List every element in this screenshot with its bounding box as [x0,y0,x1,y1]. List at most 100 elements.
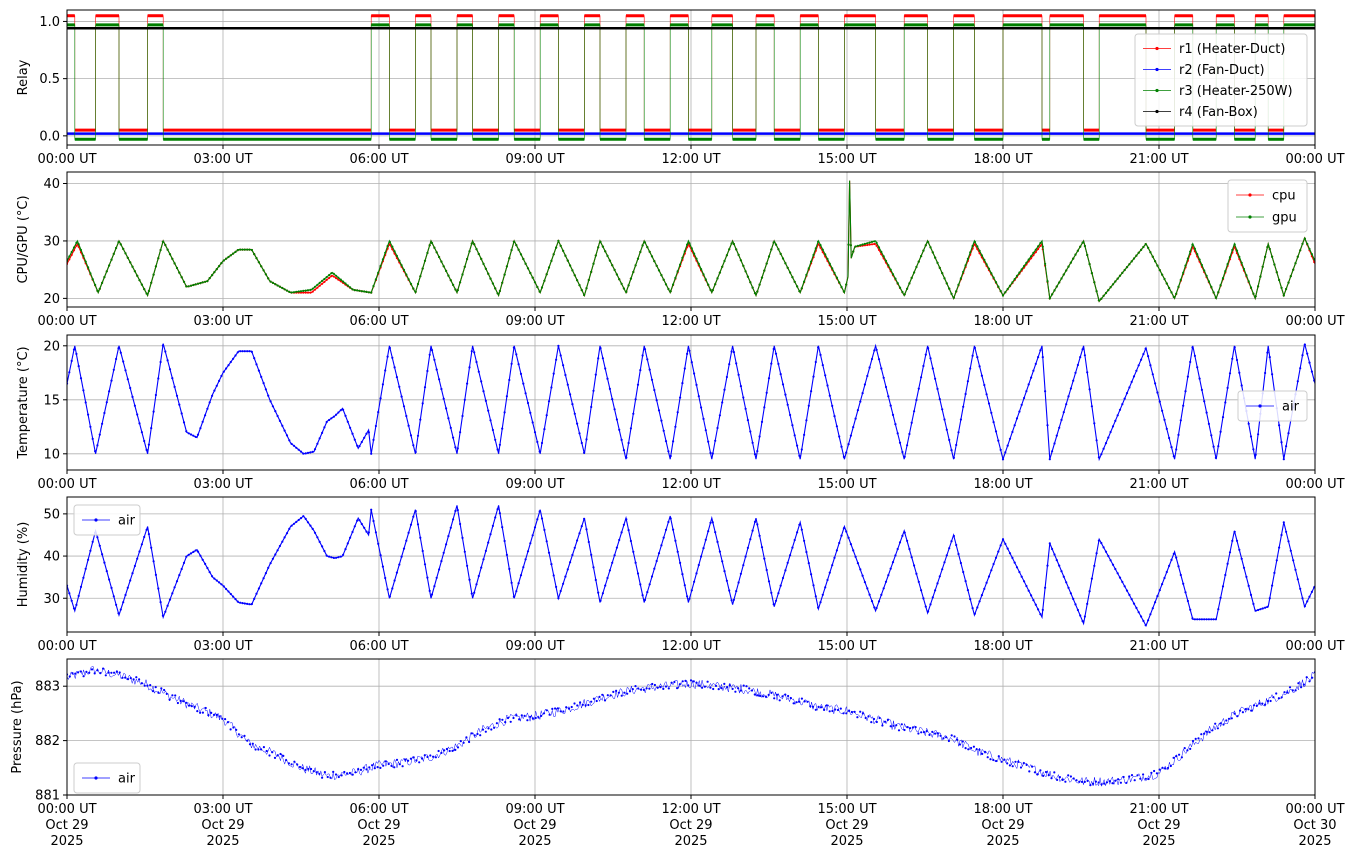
data-point [950,449,953,452]
data-point [758,283,761,286]
data-point [579,701,582,704]
data-point [99,672,102,675]
data-point [199,554,202,557]
data-point [1170,291,1173,294]
data-point [192,434,195,437]
data-point [103,561,106,564]
data-point [297,290,300,293]
data-point [840,445,843,448]
data-point [1203,400,1206,403]
data-point [1154,382,1157,385]
data-point [1097,781,1100,784]
data-point [1061,778,1064,782]
data-point [1004,291,1007,294]
data-point [1203,618,1206,621]
data-point [360,440,363,444]
x-date-label: Oct 29 [1137,818,1180,833]
data-point [1109,286,1112,289]
data-point [147,443,150,446]
data-point [1000,760,1003,763]
data-point [515,353,518,356]
data-point [892,724,895,727]
data-point [927,610,930,613]
data-point [391,587,394,590]
data-point [145,448,148,451]
data-point [1280,533,1283,537]
data-point [686,243,689,246]
data-point [1088,590,1091,593]
data-point [283,536,286,539]
data-point [108,264,111,267]
data-point [1048,458,1051,461]
data-point [650,255,654,258]
y-tick-label: 1.0 [39,15,60,30]
data-point [1155,772,1158,775]
data-point [1111,283,1115,286]
data-point [250,602,253,606]
data-point [1036,773,1039,776]
y-tick-label: 10 [43,447,60,462]
data-point [267,277,270,280]
data-point [1144,624,1147,627]
data-point [131,395,134,398]
data-point [1065,581,1068,584]
data-point [414,290,417,293]
data-point [941,408,944,411]
data-point [639,583,642,586]
data-point [700,406,703,409]
data-point [388,243,391,246]
data-point [374,531,377,534]
data-point [1198,258,1201,261]
x-tick-label: 21:00 UT [1129,477,1188,492]
data-point [512,716,515,720]
data-point [543,428,546,431]
data-point [248,248,251,251]
data-point [171,694,174,697]
legend-label: air [1282,400,1300,415]
data-point [1191,739,1195,743]
data-point [819,601,822,604]
data-point [774,243,778,246]
data-point [956,738,959,741]
data-point [838,541,841,545]
data-point [606,694,609,697]
data-point [1184,264,1187,267]
data-point [1083,244,1086,248]
data-point [700,555,703,558]
data-point [1011,765,1014,768]
data-point [730,242,733,245]
data-point [1306,352,1309,355]
data-point [550,386,553,389]
data-point [1224,270,1227,273]
data-point [1200,618,1203,621]
data-point [1074,603,1077,606]
data-point [189,552,193,555]
data-point [332,770,335,774]
data-point [1292,268,1295,271]
data-point [1055,434,1058,437]
data-point [1308,595,1311,598]
data-point [941,568,944,571]
data-point [1128,593,1131,597]
data-point [1250,709,1253,712]
data-point [1151,607,1154,610]
data-point [440,387,443,391]
data-point [612,690,615,694]
data-point [456,289,459,292]
data-point [318,281,321,284]
data-point [753,292,757,295]
data-point [479,734,482,737]
data-point [1072,379,1075,382]
data-point [1165,570,1168,574]
y-axis-label: Humidity (%) [16,522,31,608]
data-point [1025,763,1028,767]
data-point [1147,619,1150,622]
data-point [756,290,759,293]
data-point [1179,419,1182,422]
data-point [377,411,380,414]
data-point [941,272,944,275]
data-point [681,256,684,259]
data-point [321,282,324,285]
data-point [800,287,803,290]
data-point [774,599,778,602]
